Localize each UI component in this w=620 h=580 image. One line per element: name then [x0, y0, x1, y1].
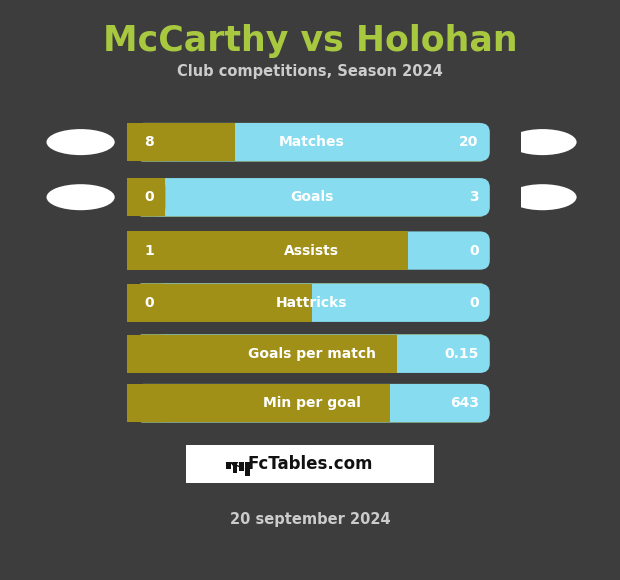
- Bar: [166, 178, 521, 216]
- Text: Matches: Matches: [278, 135, 345, 149]
- FancyBboxPatch shape: [133, 335, 490, 373]
- Text: Club competitions, Season 2024: Club competitions, Season 2024: [177, 64, 443, 79]
- Bar: [397, 335, 521, 373]
- Bar: [127, 123, 235, 161]
- Bar: [127, 284, 312, 322]
- Bar: [127, 231, 408, 270]
- Bar: [235, 123, 521, 161]
- FancyBboxPatch shape: [133, 284, 490, 322]
- FancyBboxPatch shape: [133, 123, 490, 161]
- Bar: [127, 384, 390, 422]
- Bar: [127, 384, 390, 422]
- FancyBboxPatch shape: [133, 384, 490, 422]
- FancyBboxPatch shape: [133, 284, 490, 322]
- Bar: [397, 335, 521, 373]
- Bar: [390, 384, 521, 422]
- Bar: [127, 231, 408, 270]
- FancyBboxPatch shape: [133, 178, 490, 216]
- FancyBboxPatch shape: [133, 335, 490, 373]
- Text: Assists: Assists: [284, 244, 339, 258]
- FancyBboxPatch shape: [133, 178, 166, 216]
- Bar: [235, 123, 521, 161]
- FancyBboxPatch shape: [133, 284, 490, 322]
- FancyBboxPatch shape: [133, 384, 490, 422]
- FancyBboxPatch shape: [133, 231, 490, 270]
- FancyBboxPatch shape: [133, 384, 171, 422]
- FancyBboxPatch shape: [133, 384, 490, 422]
- Bar: [312, 284, 521, 322]
- FancyBboxPatch shape: [133, 231, 490, 270]
- Ellipse shape: [508, 129, 577, 155]
- Text: 3: 3: [469, 190, 479, 204]
- Text: 0: 0: [144, 190, 154, 204]
- Bar: [127, 284, 312, 322]
- Text: 0: 0: [469, 296, 479, 310]
- FancyBboxPatch shape: [133, 178, 490, 216]
- Text: Min per goal: Min per goal: [263, 396, 360, 410]
- FancyBboxPatch shape: [133, 335, 171, 373]
- Bar: [239, 462, 244, 471]
- FancyBboxPatch shape: [133, 123, 490, 161]
- Ellipse shape: [46, 129, 115, 155]
- Bar: [166, 178, 521, 216]
- Ellipse shape: [508, 184, 577, 210]
- FancyBboxPatch shape: [133, 284, 490, 322]
- Text: Hattricks: Hattricks: [276, 296, 347, 310]
- Text: 20: 20: [459, 135, 479, 149]
- FancyBboxPatch shape: [133, 284, 490, 322]
- Bar: [127, 123, 235, 161]
- Bar: [127, 178, 166, 216]
- Bar: [312, 284, 521, 322]
- Text: 0.15: 0.15: [445, 347, 479, 361]
- FancyBboxPatch shape: [133, 178, 490, 216]
- Bar: [127, 335, 397, 373]
- Bar: [127, 335, 397, 373]
- Text: 20 september 2024: 20 september 2024: [229, 512, 391, 527]
- Bar: [245, 462, 250, 476]
- FancyBboxPatch shape: [133, 123, 490, 161]
- FancyBboxPatch shape: [133, 231, 490, 270]
- FancyBboxPatch shape: [133, 284, 171, 322]
- FancyBboxPatch shape: [133, 231, 490, 270]
- Bar: [408, 231, 521, 270]
- Text: 643: 643: [450, 396, 479, 410]
- Text: Goals: Goals: [290, 190, 333, 204]
- Ellipse shape: [46, 184, 115, 210]
- FancyBboxPatch shape: [133, 384, 490, 422]
- FancyBboxPatch shape: [133, 335, 490, 373]
- FancyBboxPatch shape: [133, 123, 171, 161]
- Bar: [408, 231, 521, 270]
- FancyBboxPatch shape: [133, 231, 490, 270]
- Text: 0: 0: [469, 244, 479, 258]
- FancyBboxPatch shape: [133, 123, 490, 161]
- FancyBboxPatch shape: [133, 178, 490, 216]
- Text: FcTables.com: FcTables.com: [247, 455, 373, 473]
- FancyBboxPatch shape: [133, 123, 490, 161]
- Bar: [186, 445, 434, 483]
- Text: 8: 8: [144, 135, 154, 149]
- Bar: [127, 178, 166, 216]
- Text: Goals per match: Goals per match: [247, 347, 376, 361]
- Text: McCarthy vs Holohan: McCarthy vs Holohan: [103, 24, 517, 57]
- FancyBboxPatch shape: [133, 178, 490, 216]
- FancyBboxPatch shape: [133, 384, 490, 422]
- Bar: [232, 462, 237, 473]
- FancyBboxPatch shape: [133, 231, 171, 270]
- Text: 0: 0: [144, 296, 154, 310]
- Text: 1: 1: [144, 244, 154, 258]
- Bar: [226, 462, 231, 469]
- FancyBboxPatch shape: [133, 335, 490, 373]
- Bar: [390, 384, 521, 422]
- FancyBboxPatch shape: [133, 335, 490, 373]
